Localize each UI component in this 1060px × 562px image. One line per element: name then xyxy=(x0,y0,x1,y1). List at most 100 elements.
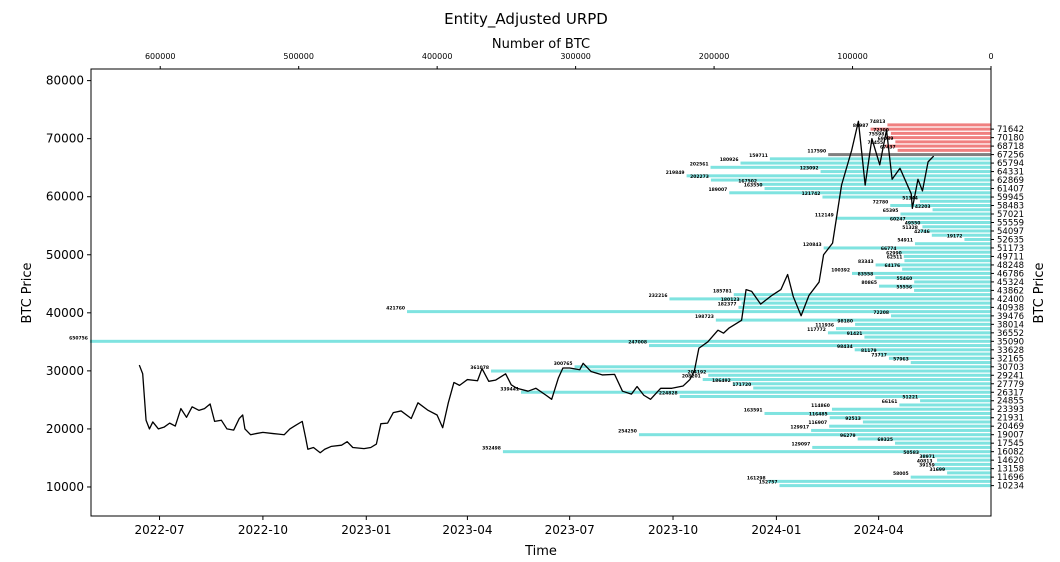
urpd-bar-label: 42746 xyxy=(914,229,930,235)
urpd-bar xyxy=(854,348,991,352)
urpd-bar-label: 62990 xyxy=(886,250,902,256)
right-y-tick-label: 49711 xyxy=(997,252,1024,262)
right-y-tick-label: 62869 xyxy=(997,176,1024,186)
urpd-bar-label: 224828 xyxy=(659,390,678,396)
left-y-tick-label: 40000 xyxy=(46,306,84,320)
right-y-tick-label: 35090 xyxy=(997,337,1024,347)
urpd-bar xyxy=(914,280,991,284)
right-y-tick-label: 16082 xyxy=(997,448,1024,458)
urpd-bar-label: 129097 xyxy=(791,441,810,447)
urpd-bar xyxy=(827,331,991,335)
urpd-bar xyxy=(638,433,991,437)
urpd-bar-label: 163591 xyxy=(744,407,763,413)
urpd-bar-label: 83343 xyxy=(858,259,874,265)
urpd-bar xyxy=(914,288,991,292)
urpd-bar xyxy=(886,136,991,140)
right-y-tick-label: 32165 xyxy=(997,354,1024,364)
right-y-tick-label: 54097 xyxy=(997,227,1024,237)
urpd-bar xyxy=(715,318,991,322)
urpd-bar-label: 116907 xyxy=(808,420,827,426)
urpd-bar xyxy=(779,484,991,488)
top-x-tick-label: 500000 xyxy=(283,52,314,61)
price-line xyxy=(138,120,935,454)
urpd-bar xyxy=(686,174,991,178)
right-y-tick-label: 39476 xyxy=(997,312,1024,322)
urpd-bar-label: 91421 xyxy=(847,331,863,337)
urpd-bar-label: 39159 xyxy=(919,463,935,469)
urpd-bar xyxy=(823,246,991,250)
urpd-bar xyxy=(740,161,991,165)
x-tick-label: 2023-04 xyxy=(442,523,492,537)
urpd-bar-label: 86987 xyxy=(853,123,869,129)
urpd-bar xyxy=(820,170,991,174)
urpd-bar-label: 69089 xyxy=(878,136,894,142)
right-y-tick-label: 42400 xyxy=(997,295,1024,305)
urpd-bar xyxy=(864,335,991,339)
x-tick-label: 2022-07 xyxy=(134,523,184,537)
urpd-bar xyxy=(829,416,991,420)
right-y-tick-label: 17545 xyxy=(997,439,1024,449)
x-tick-label: 2023-01 xyxy=(341,523,391,537)
urpd-bar xyxy=(920,399,991,403)
urpd-bar xyxy=(900,212,991,216)
urpd-bar-label: 51221 xyxy=(902,395,918,401)
urpd-bar-label: 54911 xyxy=(897,238,913,244)
urpd-bar xyxy=(875,263,991,267)
urpd-bar-label: 72780 xyxy=(873,200,889,206)
urpd-bar-label: 76455 xyxy=(867,140,883,146)
urpd-bar-label: 81179 xyxy=(861,348,877,354)
urpd-bar-label: 65395 xyxy=(883,208,899,214)
left-y-tick-label: 20000 xyxy=(46,422,84,436)
urpd-bar-label: 198723 xyxy=(695,314,714,320)
urpd-bar xyxy=(708,373,991,377)
urpd-bar-label: 163550 xyxy=(744,183,763,189)
urpd-bar-label: 167502 xyxy=(738,178,757,184)
urpd-bar xyxy=(729,191,991,195)
urpd-bar-label: 83558 xyxy=(858,272,874,278)
urpd-bar xyxy=(885,144,991,148)
right-y-axis-title: BTC Price xyxy=(1032,262,1047,323)
urpd-bar-label: 650756 xyxy=(69,335,88,341)
right-y-tick-label: 27779 xyxy=(997,380,1024,390)
urpd-bar-label: 69325 xyxy=(877,437,893,443)
urpd-bar xyxy=(407,310,991,314)
urpd-bar-label: 67437 xyxy=(880,144,896,150)
urpd-bar xyxy=(812,445,991,449)
right-y-tick-label: 19007 xyxy=(997,431,1024,441)
urpd-bar-label: 72208 xyxy=(873,310,889,316)
urpd-bar-label: 352498 xyxy=(482,446,501,452)
right-y-tick-label: 43862 xyxy=(997,286,1024,296)
urpd-bar-label: 66774 xyxy=(881,246,897,252)
right-y-tick-label: 36552 xyxy=(997,329,1024,339)
urpd-bar-label: 72300 xyxy=(873,127,889,133)
urpd-bar xyxy=(710,165,991,169)
urpd-bar-label: 111936 xyxy=(815,323,834,329)
top-x-tick-label: 600000 xyxy=(145,52,176,61)
right-y-tick-label: 67256 xyxy=(997,151,1024,161)
urpd-bar xyxy=(828,153,991,157)
urpd-bar-label: 116485 xyxy=(809,412,828,418)
urpd-bar-label: 31699 xyxy=(929,467,945,473)
right-y-tick-label: 29241 xyxy=(997,371,1024,381)
urpd-bar xyxy=(753,386,991,390)
y-axis-title: BTC Price xyxy=(20,262,35,323)
urpd-bar xyxy=(895,441,991,445)
top-x-tick-label: 400000 xyxy=(422,52,453,61)
urpd-bar xyxy=(937,458,991,462)
urpd-bar xyxy=(932,208,991,212)
left-y-tick-label: 70000 xyxy=(46,132,84,146)
urpd-bar-label: 247008 xyxy=(628,340,647,346)
urpd-bar xyxy=(922,225,991,229)
urpd-bar-label: 300765 xyxy=(554,361,573,367)
urpd-bar xyxy=(702,378,991,382)
urpd-bar xyxy=(898,250,991,254)
right-y-tick-label: 52635 xyxy=(997,235,1024,245)
urpd-bar xyxy=(829,424,991,428)
urpd-bar-label: 62511 xyxy=(887,255,903,261)
urpd-bar-label: 117590 xyxy=(807,149,826,155)
x-tick-label: 2022-10 xyxy=(238,523,288,537)
urpd-bar xyxy=(710,178,991,182)
right-y-tick-label: 23393 xyxy=(997,405,1024,415)
urpd-bar-label: 339441 xyxy=(500,386,519,392)
urpd-bar xyxy=(891,314,991,318)
